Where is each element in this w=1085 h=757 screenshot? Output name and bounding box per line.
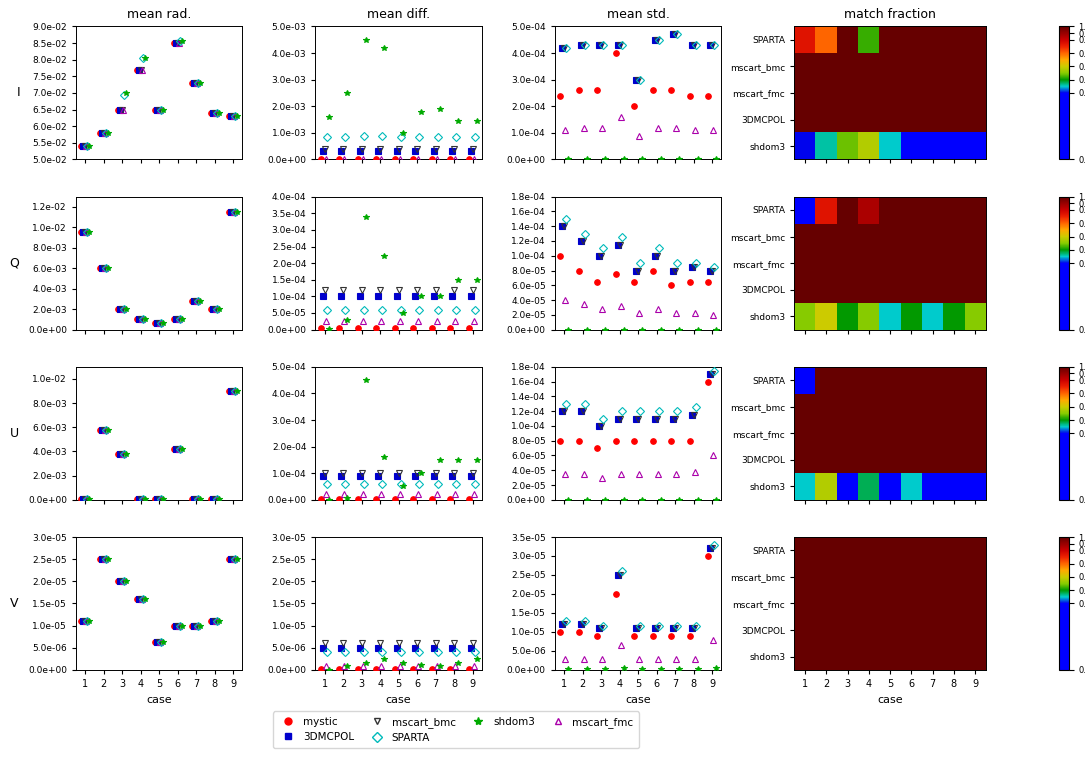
- Legend: mystic, 3DMCPOL, mscart_bmc, SPARTA, shdom3, mscart_fmc: mystic, 3DMCPOL, mscart_bmc, SPARTA, shd…: [272, 712, 639, 748]
- Y-axis label: V: V: [10, 597, 18, 610]
- Title: mean diff.: mean diff.: [367, 8, 431, 21]
- Title: match fraction: match fraction: [844, 8, 936, 21]
- X-axis label: case: case: [625, 694, 651, 705]
- Y-axis label: I: I: [16, 86, 21, 99]
- X-axis label: case: case: [878, 694, 903, 705]
- Title: mean rad.: mean rad.: [127, 8, 191, 21]
- Y-axis label: Q: Q: [9, 257, 18, 269]
- X-axis label: case: case: [146, 694, 173, 705]
- Title: mean std.: mean std.: [607, 8, 669, 21]
- Y-axis label: U: U: [10, 427, 18, 440]
- X-axis label: case: case: [386, 694, 411, 705]
